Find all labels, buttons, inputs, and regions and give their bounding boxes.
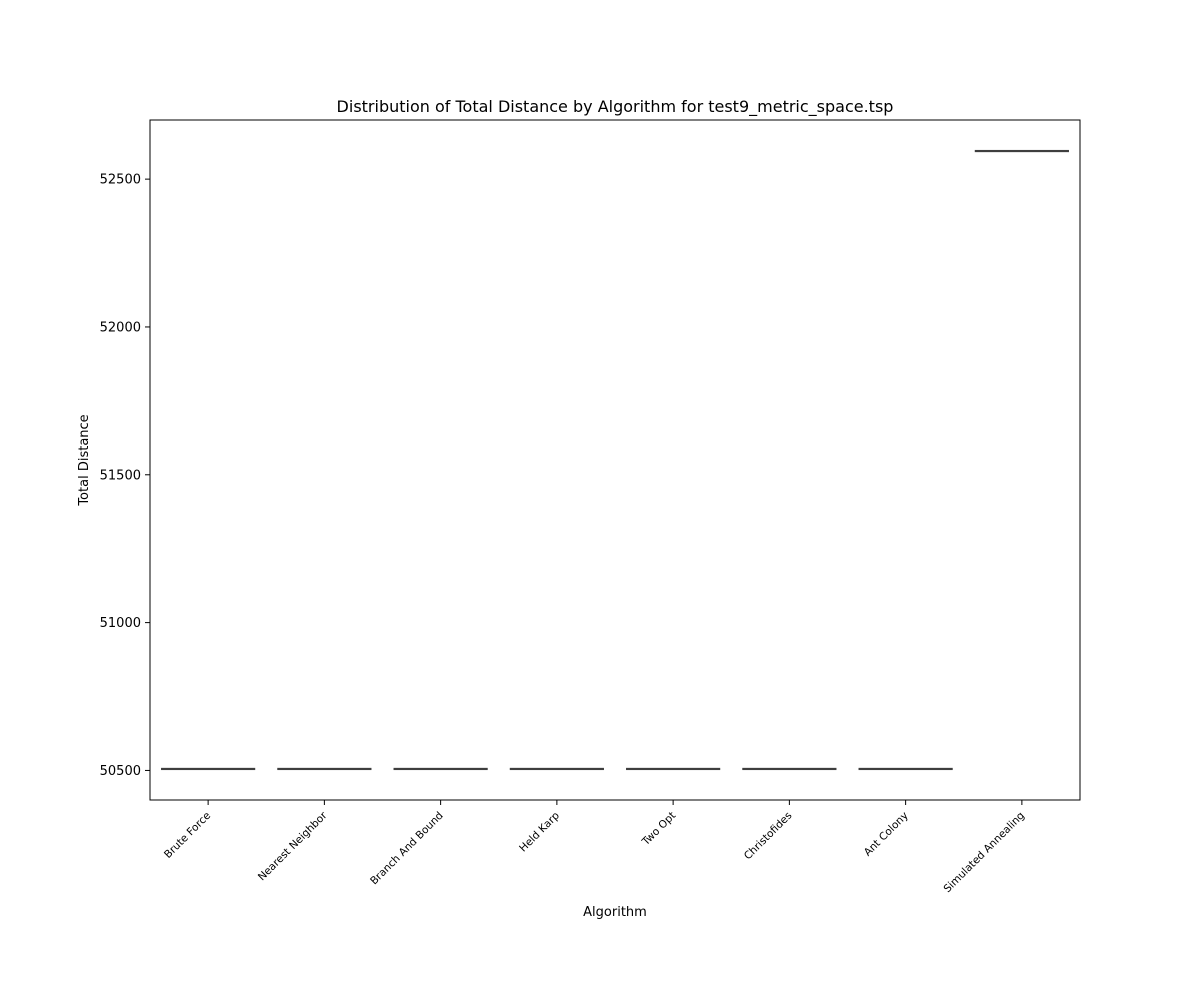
box-4	[509, 767, 604, 771]
box-5	[626, 767, 721, 771]
box-1	[161, 767, 256, 771]
box-8	[974, 149, 1069, 153]
x-axis-label: Algorithm	[583, 905, 647, 920]
axes-frame	[149, 119, 1081, 801]
y-tick-label: 51000	[100, 616, 141, 631]
box-6	[742, 767, 837, 771]
x-tick-label: Held Karp	[517, 809, 562, 854]
x-tick-label: Ant Colony	[862, 810, 911, 859]
x-tick-label: Two Opt	[639, 810, 678, 849]
box-3	[393, 767, 488, 771]
y-tick-label: 50500	[100, 764, 141, 779]
y-tick-label: 52500	[100, 173, 141, 188]
x-tick-label: Simulated Annealing	[941, 810, 1027, 896]
x-axis: Brute Force Nearest Neighbor Branch And Bo…	[162, 800, 1027, 895]
box-7	[858, 767, 953, 771]
plot-area	[161, 149, 1069, 771]
y-axis: 50500 51000 51500 52000 52500	[100, 173, 150, 779]
chart-title: Distribution of Total Distance by Algori…	[337, 97, 894, 117]
x-tick-label: Nearest Neighbor	[256, 809, 330, 883]
x-tick-label: Christofides	[742, 810, 795, 863]
y-tick-label: 51500	[100, 468, 141, 483]
x-tick-label: Brute Force	[162, 810, 213, 861]
y-axis-label: Total Distance	[77, 414, 92, 506]
y-tick-label: 52000	[100, 320, 141, 335]
x-tick-label: Branch And Bound	[368, 810, 446, 888]
box-2	[277, 767, 372, 771]
